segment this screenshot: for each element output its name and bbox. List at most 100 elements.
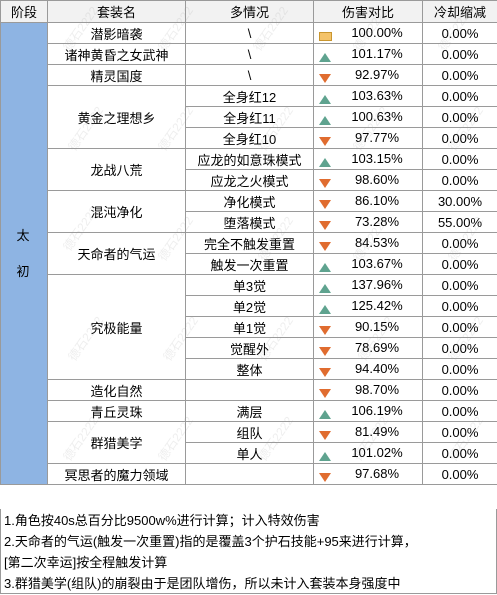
cooldown-cell: 0.00%: [422, 358, 497, 380]
stage-label: 太初: [16, 227, 32, 279]
table-row: 全身红11 100.63% 0.00%: [1, 106, 497, 128]
triangle-up-icon: [319, 283, 331, 293]
note-line: 1.角色按40s总百分比9500w%进行计算；计入特效伤害: [4, 513, 320, 528]
situation-cell: 净化模式: [185, 190, 314, 212]
triangle-up-icon: [319, 409, 331, 419]
note-line: 2.天命者的气运(触发一次重置)指的是覆盖3个护石技能+95来进行计算，: [4, 534, 417, 549]
table-row: 整体 94.40% 0.00%: [1, 358, 497, 380]
table-row: 青丘灵珠 满层 106.19% 0.00%: [1, 400, 497, 422]
damage-cell: 84.53%: [313, 232, 423, 254]
situation-cell: 全身红12: [185, 85, 314, 107]
damage-value: 73.28%: [354, 214, 400, 230]
triangle-up-icon: [319, 157, 331, 167]
damage-value: 98.60%: [354, 172, 400, 188]
damage-cell: 103.63%: [313, 85, 423, 107]
cooldown-cell: 0.00%: [422, 106, 497, 128]
damage-cell: 98.70%: [313, 379, 423, 401]
table-row: 冥思者的魔力领域 97.68% 0.00%: [1, 463, 497, 485]
damage-value: 103.15%: [351, 151, 403, 167]
triangle-down-icon: [319, 388, 331, 398]
triangle-up-icon: [319, 304, 331, 314]
damage-value: 125.42%: [351, 298, 403, 314]
cooldown-cell: 0.00%: [422, 43, 497, 65]
set-name: 究极能量: [47, 274, 186, 380]
situation-cell: [185, 379, 314, 401]
damage-cell: 100.63%: [313, 106, 423, 128]
damage-cell: 97.77%: [313, 127, 423, 149]
table-row: 天命者的气运 完全不触发重置 84.53% 0.00%: [1, 232, 497, 275]
damage-value: 100.00%: [351, 25, 403, 41]
cooldown-cell: 55.00%: [422, 211, 497, 233]
situation-cell: 单3觉: [185, 274, 314, 296]
situation-cell: 单1觉: [185, 316, 314, 338]
damage-value: 101.02%: [351, 445, 403, 461]
damage-cell: 73.28%: [313, 211, 423, 233]
stage-cell: 太初: [0, 22, 48, 485]
triangle-down-icon: [319, 472, 331, 482]
triangle-down-icon: [319, 430, 331, 440]
triangle-down-icon: [319, 220, 331, 230]
situation-cell: [185, 463, 314, 485]
situation-cell: 觉醒外: [185, 337, 314, 359]
triangle-up-icon: [319, 94, 331, 104]
situation-cell: 完全不触发重置: [185, 232, 314, 254]
situation-cell: \: [185, 22, 314, 44]
damage-value: 103.67%: [351, 256, 403, 272]
damage-cell: 101.17%: [313, 43, 423, 65]
set-name: 诸神黄昏之女武神: [47, 43, 186, 65]
table-row: 龙战八荒 应龙的如意珠模式 103.15% 0.00%: [1, 148, 497, 191]
damage-cell: 98.60%: [313, 169, 423, 191]
cooldown-cell: 0.00%: [422, 64, 497, 86]
situation-cell: 应龙之火模式: [185, 169, 314, 191]
set-name: 混沌净化: [47, 190, 186, 233]
damage-cell: 103.67%: [313, 253, 423, 275]
damage-value: 101.17%: [351, 46, 403, 62]
situation-cell: 应龙的如意珠模式: [185, 148, 314, 170]
table-row: 群猎美学 组队 81.49% 0.00%: [1, 421, 497, 464]
header-damage: 伤害对比: [313, 0, 423, 23]
table-row: 单1觉 90.15% 0.00%: [1, 316, 497, 338]
header-row: 阶段 套装名 多情况 伤害对比 冷却缩减: [0, 0, 497, 23]
table-row: 太初 潜影暗袭 \ 100.00% 0.00%: [0, 22, 497, 485]
set-name: 造化自然: [47, 379, 186, 401]
damage-value: 137.96%: [351, 277, 403, 293]
cooldown-cell: 0.00%: [422, 316, 497, 338]
cooldown-cell: 0.00%: [422, 169, 497, 191]
damage-value: 97.68%: [354, 466, 400, 482]
cooldown-cell: 0.00%: [422, 22, 497, 44]
damage-value: 81.49%: [354, 424, 400, 440]
table-row: 究极能量 单3觉 137.96% 0.00%: [1, 274, 497, 380]
situation-cell: 全身红10: [185, 127, 314, 149]
triangle-down-icon: [319, 199, 331, 209]
damage-cell: 92.97%: [313, 64, 423, 86]
set-name: 冥思者的魔力领域: [47, 463, 186, 485]
damage-cell: 137.96%: [313, 274, 423, 296]
cooldown-cell: 30.00%: [422, 190, 497, 212]
situation-cell: 触发一次重置: [185, 253, 314, 275]
cooldown-cell: 0.00%: [422, 148, 497, 170]
situation-cell: 全身红11: [185, 106, 314, 128]
table-row: 造化自然 98.70% 0.00%: [1, 379, 497, 401]
situation-cell: \: [185, 64, 314, 86]
damage-value: 97.77%: [354, 130, 400, 146]
damage-value: 94.40%: [354, 361, 400, 377]
neutral-bar-icon: [318, 31, 332, 41]
cooldown-cell: 0.00%: [422, 400, 497, 422]
note-line: [第二次幸运]按全程触发计算: [4, 555, 168, 570]
situation-cell: 堕落模式: [185, 211, 314, 233]
triangle-down-icon: [319, 241, 331, 251]
situation-cell: 单人: [185, 442, 314, 464]
set-name: 龙战八荒: [47, 148, 186, 191]
situation-cell: 单2觉: [185, 295, 314, 317]
table-row: 诸神黄昏之女武神 \ 101.17% 0.00%: [1, 43, 497, 65]
damage-cell: 90.15%: [313, 316, 423, 338]
table-row: 单2觉 125.42% 0.00%: [1, 295, 497, 317]
header-stage: 阶段: [0, 0, 48, 23]
set-comparison-table: 阶段 套装名 多情况 伤害对比 冷却缩减 太初 潜影暗袭 \ 100.00% 0.00%…: [0, 0, 497, 485]
table-row: 觉醒外 78.69% 0.00%: [1, 337, 497, 359]
set-name: 天命者的气运: [47, 232, 186, 275]
damage-value: 86.10%: [354, 193, 400, 209]
situation-cell: 组队: [185, 421, 314, 443]
triangle-down-icon: [319, 178, 331, 188]
